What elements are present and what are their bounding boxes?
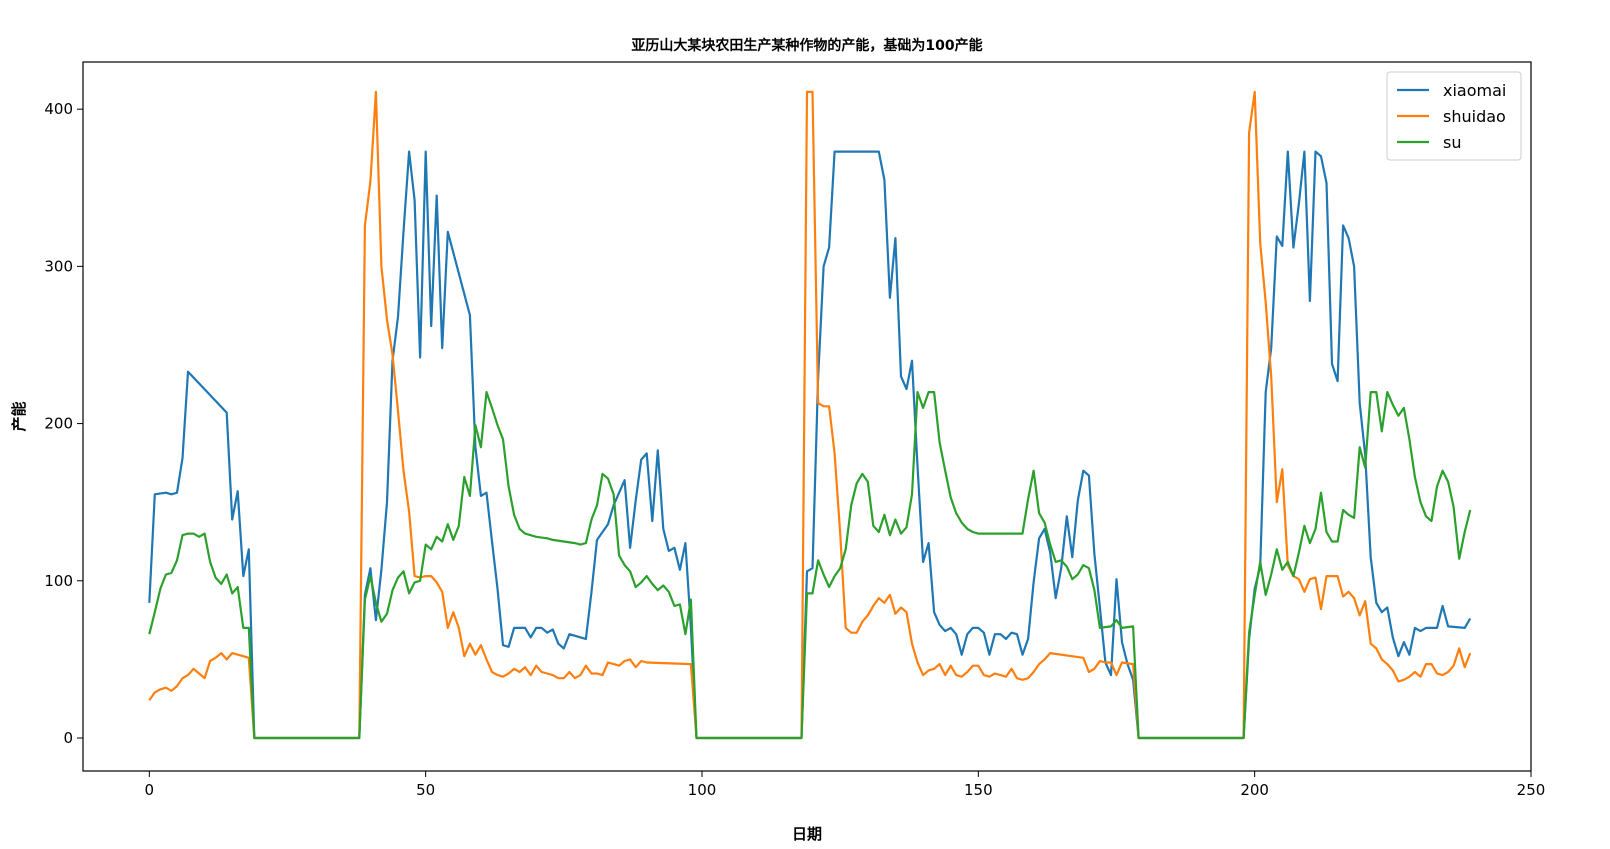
y-tick-label: 400 (44, 100, 73, 118)
y-tick-label: 0 (63, 729, 73, 747)
x-tick-label: 150 (964, 781, 993, 799)
x-tick-label: 250 (1517, 781, 1546, 799)
legend: xiaomai shuidao su (1386, 71, 1522, 161)
chart-title: 亚历山大某块农田生产某种作物的产能，基础为100产能 (631, 37, 982, 54)
legend-label-xiaomai: xiaomai (1443, 81, 1506, 100)
plot-area-frame (82, 61, 1532, 772)
x-tick-label: 200 (1240, 781, 1269, 799)
legend-label-su: su (1443, 133, 1461, 152)
series-line-shuidao (148, 90, 1472, 740)
x-tick-label: 50 (416, 781, 435, 799)
y-tick-label: 300 (44, 257, 73, 275)
x-axis: 0 50 100 150 200 250 (145, 771, 1546, 799)
legend-box (1386, 71, 1522, 161)
series-lines (148, 90, 1472, 740)
x-axis-title: 日期 (792, 825, 822, 843)
x-tick-label: 100 (688, 781, 717, 799)
y-axis: 0 100 200 300 400 (44, 100, 83, 747)
series-line-su (148, 391, 1472, 740)
series-line-xiaomai (148, 150, 1472, 740)
y-tick-label: 100 (44, 572, 73, 590)
legend-label-shuidao: shuidao (1443, 107, 1506, 126)
y-axis-title: 产能 (10, 401, 28, 431)
y-tick-label: 200 (44, 415, 73, 433)
x-tick-label: 0 (145, 781, 155, 799)
